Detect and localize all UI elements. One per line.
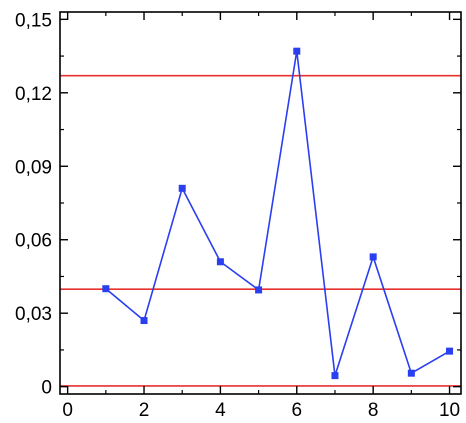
data-point-3 [178, 184, 186, 192]
x-tick-label: 8 [368, 400, 379, 421]
data-point-5 [255, 286, 263, 294]
x-tick-label: 6 [291, 400, 302, 421]
data-point-1 [102, 285, 110, 293]
y-tick-label: 0 [41, 378, 52, 399]
x-tick-label: 0 [62, 400, 73, 421]
data-point-10 [446, 347, 454, 355]
plot-frame [59, 11, 462, 395]
series-layer [102, 47, 454, 380]
data-point-6 [293, 47, 301, 55]
x-tick-label: 10 [439, 400, 460, 421]
data-point-7 [331, 372, 339, 380]
y-tick-label: 0,15 [15, 10, 52, 31]
axes-layer: 0 2 4 6 8 10 0 0,03 0,06 0,09 0,12 0,15 [15, 10, 462, 421]
y-tick-label: 0,03 [15, 304, 52, 325]
y-tick-label: 0,12 [15, 84, 52, 105]
series-line-0 [105, 51, 450, 376]
x-tick-label: 4 [215, 400, 226, 421]
data-point-9 [407, 369, 415, 377]
y-tick-label: 0,06 [15, 231, 52, 252]
x-tick-label: 2 [139, 400, 150, 421]
data-point-4 [216, 258, 224, 266]
y-tick-label: 0,09 [15, 157, 52, 178]
data-point-8 [369, 253, 377, 261]
data-point-2 [140, 317, 148, 325]
